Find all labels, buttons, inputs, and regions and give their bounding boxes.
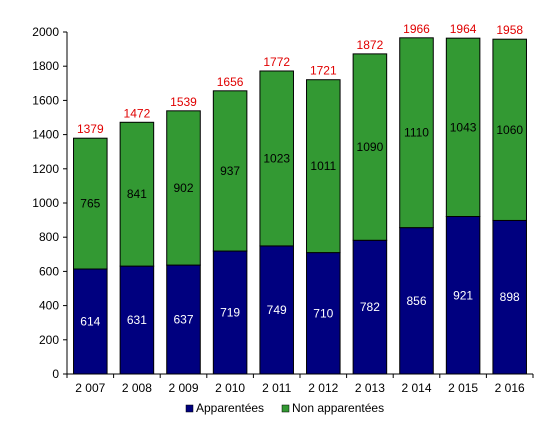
x-tick-label: 2 012 bbox=[308, 381, 338, 395]
legend: Apparentées Non apparentées bbox=[185, 401, 384, 415]
total-value-label: 1872 bbox=[357, 38, 384, 52]
total-value-label: 1656 bbox=[217, 75, 244, 89]
bar-segment-apparentees bbox=[492, 219, 527, 375]
bars: 614 765 1379 631 841 1472 637 902 1539 719 937 1656… bbox=[73, 22, 527, 375]
segment-value-label: 782 bbox=[360, 300, 380, 314]
y-tick-label: 2000 bbox=[32, 25, 59, 39]
total-value-label: 1721 bbox=[310, 64, 337, 78]
bar-segment-non-apparentees bbox=[352, 53, 388, 241]
x-tick-label: 2 011 bbox=[262, 381, 291, 395]
x-tick-label: 2 016 bbox=[495, 381, 525, 395]
bar-segment-non-apparentees bbox=[445, 37, 481, 218]
y-tick-label: 400 bbox=[39, 299, 59, 313]
bar-segment-non-apparentees bbox=[212, 90, 248, 252]
total-value-label: 1772 bbox=[263, 55, 290, 69]
segment-value-label: 841 bbox=[127, 187, 147, 201]
bar-segment-non-apparentees bbox=[399, 37, 434, 229]
legend-swatch-non-apparentees bbox=[281, 404, 290, 413]
x-tick-label: 2 013 bbox=[355, 381, 385, 395]
bar-segment-non-apparentees bbox=[166, 110, 201, 266]
x-tick-label: 2 009 bbox=[168, 381, 198, 395]
legend-label-apparentees: Apparentées bbox=[196, 401, 264, 415]
x-tick-label: 2 015 bbox=[448, 381, 478, 395]
x-tick-label: 2 010 bbox=[215, 381, 245, 395]
total-value-label: 1966 bbox=[403, 22, 430, 36]
bar-segment-apparentees bbox=[212, 250, 248, 375]
y-tick-label: 1000 bbox=[32, 196, 59, 210]
segment-value-label: 631 bbox=[127, 313, 147, 327]
x-tick-label: 2 014 bbox=[401, 381, 431, 395]
y-tick-label: 1600 bbox=[32, 93, 59, 107]
y-axis: 0 200 400 600 800 1000 1200 1400 1600 1800 2000 bbox=[32, 25, 68, 381]
segment-value-label: 637 bbox=[173, 313, 193, 327]
bar-segment-apparentees bbox=[399, 227, 434, 375]
bar-segment-non-apparentees bbox=[119, 121, 155, 267]
segment-value-label: 765 bbox=[80, 197, 100, 211]
segment-value-label: 614 bbox=[80, 315, 100, 329]
total-value-label: 1958 bbox=[496, 23, 523, 37]
bar-segment-non-apparentees bbox=[306, 79, 341, 254]
segment-value-label: 898 bbox=[500, 290, 520, 304]
bar-segment-apparentees bbox=[259, 245, 294, 375]
segment-value-label: 937 bbox=[220, 164, 240, 178]
legend-label-non-apparentees: Non apparentées bbox=[292, 401, 384, 415]
segment-value-label: 1043 bbox=[450, 120, 477, 134]
segment-value-label: 1060 bbox=[496, 123, 523, 137]
bar-segment-non-apparentees bbox=[73, 137, 108, 270]
bar-segment-non-apparentees bbox=[259, 70, 294, 247]
y-tick-label: 1200 bbox=[32, 162, 59, 176]
segment-value-label: 749 bbox=[267, 303, 287, 317]
total-value-label: 1539 bbox=[170, 95, 197, 109]
total-value-label: 1964 bbox=[450, 22, 477, 36]
segment-value-label: 1023 bbox=[263, 151, 290, 165]
segment-value-label: 856 bbox=[406, 294, 426, 308]
segment-value-label: 902 bbox=[173, 181, 193, 195]
legend-swatch-apparentees bbox=[185, 404, 194, 413]
y-tick-label: 1800 bbox=[32, 59, 59, 73]
x-tick-label: 2 007 bbox=[75, 381, 105, 395]
segment-value-label: 1110 bbox=[404, 126, 429, 140]
segment-value-label: 1011 bbox=[310, 159, 336, 173]
x-axis: 2 007 2 008 2 009 2 010 2 011 2 012 2 013 2 014… bbox=[66, 373, 534, 395]
y-tick-label: 600 bbox=[39, 264, 59, 278]
segment-value-label: 1090 bbox=[357, 140, 384, 154]
segment-value-label: 710 bbox=[313, 306, 333, 320]
total-value-label: 1472 bbox=[124, 106, 151, 120]
segment-value-label: 719 bbox=[220, 306, 240, 320]
segment-value-label: 921 bbox=[453, 288, 473, 302]
bar-segment-apparentees bbox=[352, 239, 388, 375]
y-tick-label: 800 bbox=[39, 230, 59, 244]
x-tick-label: 2 008 bbox=[122, 381, 152, 395]
y-tick-label: 200 bbox=[39, 333, 59, 347]
bar-segment-non-apparentees bbox=[492, 38, 527, 221]
total-value-label: 1379 bbox=[77, 122, 104, 136]
bar-segment-apparentees bbox=[73, 268, 108, 375]
y-tick-label: 0 bbox=[52, 367, 59, 381]
y-tick-label: 1400 bbox=[32, 128, 59, 142]
bar-segment-apparentees bbox=[445, 216, 481, 375]
